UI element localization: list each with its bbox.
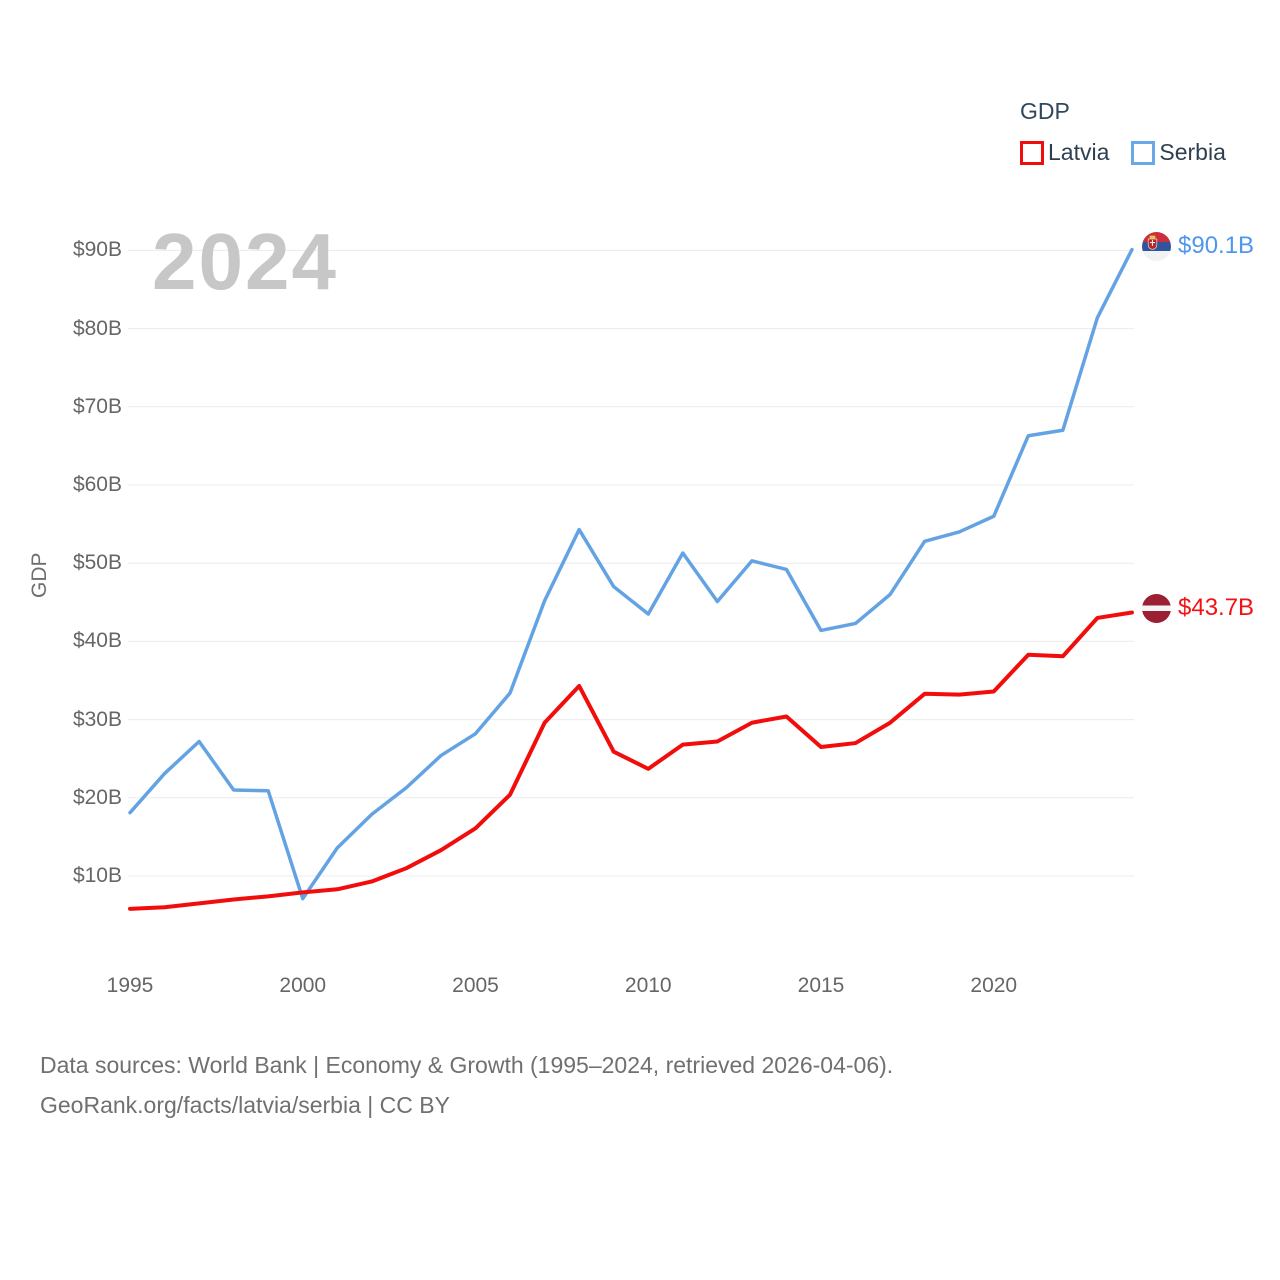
serbia-end-value: $90.1B — [1178, 232, 1255, 259]
latvia-end-label: $43.7B — [1178, 594, 1254, 622]
y-tick-label: $50B — [72, 551, 122, 575]
year-watermark: 2024 — [152, 217, 338, 306]
legend-items: Latvia Serbia — [1020, 139, 1226, 166]
serbia-flag-icon — [1142, 232, 1171, 261]
latvia-flag-icon — [1142, 594, 1171, 623]
legend-item-serbia[interactable]: Serbia — [1131, 139, 1226, 166]
legend: GDP Latvia Serbia — [1020, 98, 1226, 166]
x-tick-label: 2020 — [970, 974, 1018, 997]
x-tick-label: 1995 — [106, 974, 154, 997]
serbia-end-label: $90.1B — [1178, 232, 1254, 260]
y-tick-label: $30B — [72, 707, 122, 731]
serbia-swatch-icon — [1131, 140, 1156, 165]
legend-label-serbia: Serbia — [1159, 139, 1226, 165]
latvia-end-value: $43.7B — [1178, 594, 1255, 621]
x-tick-label: 2015 — [797, 974, 845, 997]
y-tick-label: $40B — [72, 629, 122, 653]
y-tick-label: $70B — [72, 394, 122, 418]
footer-sources: Data sources: World Bank | Economy & Gro… — [40, 1052, 894, 1078]
x-tick-label: 2010 — [624, 974, 672, 997]
x-tick-label: 2000 — [279, 974, 327, 997]
latvia-swatch-icon — [1020, 140, 1044, 165]
x-tick-label: 2005 — [452, 974, 499, 997]
y-tick-label: $60B — [72, 473, 122, 496]
y-tick-label: $80B — [72, 316, 122, 340]
serbia-crest-icon — [1147, 235, 1158, 250]
y-tick-label: $10B — [72, 864, 122, 887]
legend-title: GDP — [1020, 98, 1070, 124]
footer-attribution: GeoRank.org/facts/latvia/serbia | CC BY — [40, 1092, 450, 1118]
y-tick-label: $90B — [72, 238, 122, 262]
footer: Data sources: World Bank | Economy & Gro… — [40, 1045, 893, 1125]
y-tick-label: $20B — [72, 785, 122, 809]
series-line-serbia — [128, 247, 1134, 901]
series-line-latvia — [128, 610, 1134, 911]
legend-label-latvia: Latvia — [1048, 139, 1110, 165]
legend-item-latvia[interactable]: Latvia — [1020, 139, 1109, 166]
